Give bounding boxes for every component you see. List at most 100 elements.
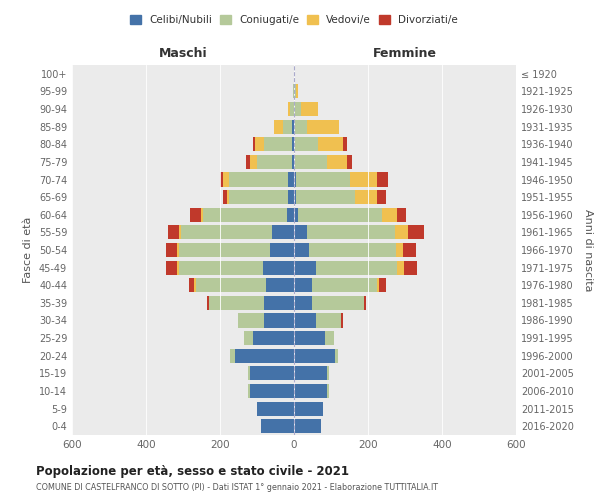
Bar	[270, 243, 294, 257]
Bar	[294, 384, 328, 398]
Bar	[296, 190, 355, 204]
Bar	[274, 120, 283, 134]
Bar	[250, 155, 257, 169]
Bar	[253, 137, 255, 152]
Bar	[294, 84, 296, 98]
Text: Popolazione per età, sesso e stato civile - 2021: Popolazione per età, sesso e stato civil…	[36, 465, 349, 478]
Bar	[294, 208, 298, 222]
Bar	[265, 314, 294, 328]
Bar	[257, 155, 292, 169]
Bar	[307, 226, 395, 239]
Bar	[347, 155, 352, 169]
Bar	[179, 260, 263, 274]
Bar	[364, 296, 366, 310]
Bar	[397, 260, 404, 274]
Bar	[296, 172, 350, 186]
Bar	[312, 296, 364, 310]
Bar	[294, 366, 328, 380]
Bar	[238, 314, 265, 328]
Bar	[296, 84, 298, 98]
Bar	[377, 190, 386, 204]
Bar	[408, 226, 424, 239]
Bar	[229, 190, 289, 204]
Bar	[328, 155, 347, 169]
Bar	[290, 102, 294, 116]
Bar	[196, 278, 266, 292]
Bar	[328, 384, 329, 398]
Bar	[294, 331, 325, 345]
Bar	[220, 172, 223, 186]
Bar	[341, 314, 343, 328]
Bar	[404, 260, 417, 274]
Bar	[265, 296, 294, 310]
Bar	[316, 260, 397, 274]
Bar	[294, 120, 307, 134]
Bar	[266, 278, 294, 292]
Bar	[377, 278, 379, 292]
Bar	[379, 278, 386, 292]
Bar	[294, 260, 316, 274]
Bar	[179, 243, 270, 257]
Bar	[289, 172, 294, 186]
Bar	[166, 260, 177, 274]
Bar	[298, 208, 382, 222]
Bar	[181, 226, 272, 239]
Bar	[294, 190, 296, 204]
Bar	[206, 296, 209, 310]
Bar	[403, 243, 416, 257]
Bar	[272, 226, 294, 239]
Bar	[395, 226, 408, 239]
Bar	[355, 190, 377, 204]
Bar	[203, 208, 287, 222]
Bar	[166, 243, 177, 257]
Bar	[255, 137, 265, 152]
Bar	[294, 402, 323, 415]
Y-axis label: Anni di nascita: Anni di nascita	[583, 209, 593, 291]
Bar	[316, 314, 341, 328]
Bar	[292, 155, 294, 169]
Bar	[227, 190, 229, 204]
Bar	[289, 190, 294, 204]
Bar	[328, 366, 329, 380]
Bar	[350, 172, 377, 186]
Bar	[294, 348, 335, 363]
Bar	[397, 243, 403, 257]
Text: Femmine: Femmine	[373, 46, 437, 60]
Bar	[230, 348, 235, 363]
Bar	[382, 208, 397, 222]
Bar	[294, 243, 309, 257]
Bar	[294, 419, 320, 433]
Bar	[209, 296, 265, 310]
Bar	[179, 226, 181, 239]
Legend: Celibi/Nubili, Coniugati/e, Vedovi/e, Divorziati/e: Celibi/Nubili, Coniugati/e, Vedovi/e, Di…	[126, 11, 462, 30]
Bar	[335, 348, 338, 363]
Bar	[325, 331, 334, 345]
Bar	[260, 419, 294, 433]
Bar	[244, 331, 253, 345]
Bar	[177, 260, 179, 274]
Bar	[190, 208, 201, 222]
Bar	[301, 102, 319, 116]
Bar	[168, 226, 179, 239]
Bar	[235, 348, 294, 363]
Bar	[189, 278, 194, 292]
Bar	[263, 260, 294, 274]
Bar	[283, 120, 292, 134]
Bar	[257, 402, 294, 415]
Bar	[343, 137, 347, 152]
Bar	[287, 208, 294, 222]
Bar	[246, 155, 250, 169]
Bar	[294, 155, 328, 169]
Bar	[223, 172, 229, 186]
Y-axis label: Fasce di età: Fasce di età	[23, 217, 33, 283]
Bar	[294, 102, 301, 116]
Bar	[397, 208, 406, 222]
Bar	[294, 296, 312, 310]
Bar	[288, 102, 290, 116]
Bar	[294, 314, 316, 328]
Bar	[248, 366, 250, 380]
Bar	[307, 120, 339, 134]
Bar	[294, 226, 307, 239]
Bar	[248, 384, 250, 398]
Text: Maschi: Maschi	[158, 46, 208, 60]
